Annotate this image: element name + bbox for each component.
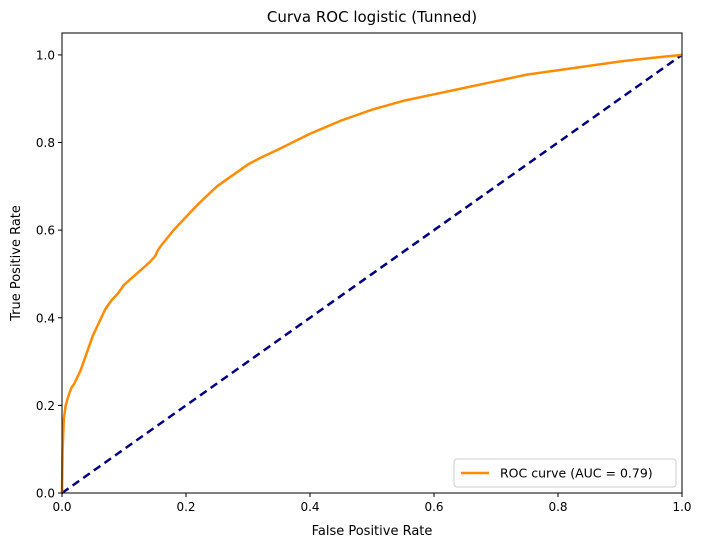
y-tick-label: 0.2 [36,399,55,413]
y-tick-label: 0.0 [36,487,55,501]
x-tick-label: 0.0 [52,500,71,514]
x-axis-ticks: 0.0 0.2 0.4 0.6 0.8 1.0 [52,493,692,514]
x-tick-label: 0.6 [424,500,443,514]
x-tick-label: 0.4 [300,500,319,514]
legend: ROC curve (AUC = 0.79) [453,458,677,488]
roc-curve-line [60,53,683,494]
y-tick-label: 0.8 [36,136,55,150]
x-axis-label: False Positive Rate [312,524,433,539]
legend-box [453,458,677,488]
plot-lines [60,53,683,495]
y-tick-label: 1.0 [36,48,55,62]
chance-diagonal-line [61,53,683,495]
legend-label: ROC curve (AUC = 0.79) [500,466,653,481]
y-tick-label: 0.4 [36,311,55,325]
x-tick-label: 0.8 [548,500,567,514]
x-tick-label: 0.2 [176,500,195,514]
chart-title: Curva ROC logistic (Tunned) [267,8,477,26]
y-tick-label: 0.6 [36,224,55,238]
y-axis-label: True Positive Rate [9,205,24,322]
plot-frame [61,32,683,494]
y-axis-ticks: 0.0 0.2 0.4 0.6 0.8 1.0 [36,48,62,501]
x-tick-label: 1.0 [672,500,691,514]
